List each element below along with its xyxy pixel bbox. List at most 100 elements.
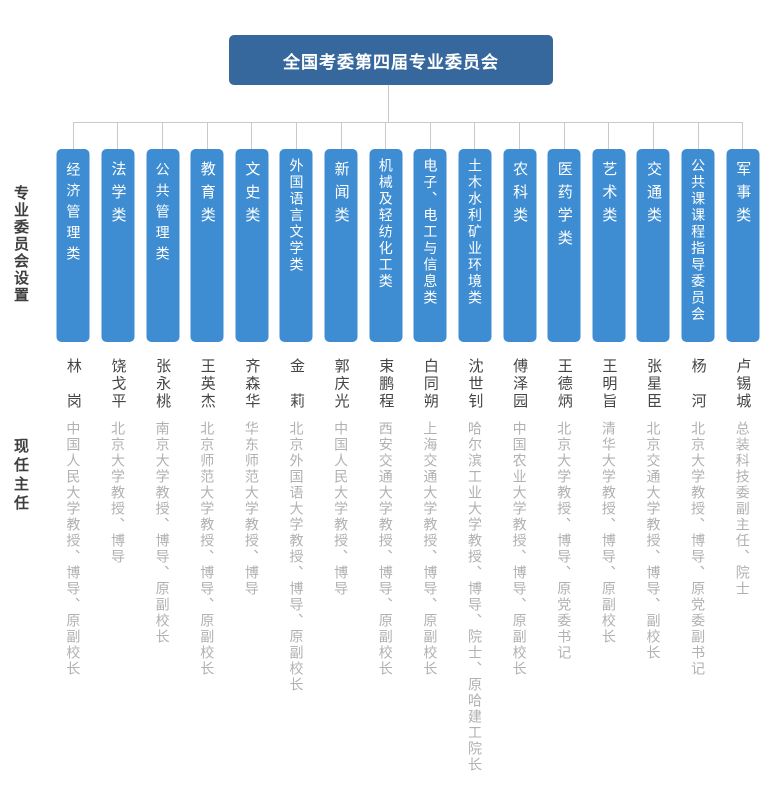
director-name: 王明旨 — [600, 358, 618, 411]
director-name: 傅泽园 — [511, 358, 529, 411]
category-box: 公共课课程指导委员会 — [681, 149, 715, 342]
connector-stub — [385, 122, 387, 149]
connector-stub — [652, 122, 654, 149]
category-box: 医药学类 — [547, 149, 581, 342]
root-connector-line — [388, 85, 389, 122]
connector-stub — [563, 122, 565, 149]
director-name: 束鹏程 — [377, 358, 395, 411]
side-label-directors: 现任主任 — [12, 438, 29, 514]
committee-column: 法学类 饶戈平 北京大学教授、博导 — [96, 0, 141, 811]
committee-column: 医药学类 王德炳 北京大学教授、博导、原党委书记 — [542, 0, 587, 811]
category-box: 文史类 — [235, 149, 269, 342]
committee-column: 电子、电工与信息类 白同朔 上海交通大学教授、博导、原副校长 — [408, 0, 453, 811]
committee-column: 交通类 张星臣 北京交通大学教授、博导、副校长 — [631, 0, 676, 811]
director-name: 王德炳 — [555, 358, 573, 411]
horizontal-connector-line — [73, 122, 743, 123]
category-box: 外国语言文学类 — [279, 149, 313, 342]
director-title: 南京大学教授、博导、原副校长 — [154, 421, 171, 645]
director-name: 林 岗 — [64, 358, 82, 411]
director-title: 华东师范大学教授、博导 — [243, 421, 260, 597]
category-box: 农科类 — [503, 149, 537, 342]
director-title: 哈尔滨工业大学教授、博导、院士、原哈建工院长 — [466, 421, 483, 773]
director-title: 北京大学教授、博导、原党委书记 — [556, 421, 573, 661]
root-title: 全国考委第四届专业委员会 — [283, 52, 499, 72]
director-name: 沈世钊 — [466, 358, 484, 411]
connector-stub — [251, 122, 253, 149]
category-label: 交通类 — [644, 161, 662, 230]
category-label: 机械及轻纺化工类 — [377, 158, 394, 290]
committee-column: 农科类 傅泽园 中国农业大学教授、博导、原副校长 — [497, 0, 542, 811]
connector-stub — [474, 122, 476, 149]
category-label: 公共管理类 — [154, 162, 171, 267]
category-label: 公共课课程指导委员会 — [690, 158, 707, 323]
director-title: 北京师范大学教授、博导、原副校长 — [199, 421, 216, 677]
category-label: 军事类 — [734, 161, 752, 230]
category-label: 外国语言文学类 — [288, 158, 305, 274]
category-label: 法学类 — [109, 161, 127, 230]
category-label: 文史类 — [243, 161, 261, 230]
committee-columns: 经济管理类 林 岗 中国人民大学教授、博导、原副校长 法学类 饶戈平 北京大学教… — [51, 0, 765, 811]
director-name: 郭庆光 — [332, 358, 350, 411]
director-name: 卢锡城 — [734, 358, 752, 411]
director-name: 杨 河 — [689, 358, 707, 411]
director-title: 中国人民大学教授、博导、原副校长 — [65, 421, 82, 677]
committee-column: 机械及轻纺化工类 束鹏程 西安交通大学教授、博导、原副校长 — [363, 0, 408, 811]
committee-column: 公共课课程指导委员会 杨 河 北京大学教授、博导、原党委副书记 — [676, 0, 721, 811]
category-label: 新闻类 — [332, 161, 350, 230]
director-name: 齐森华 — [243, 358, 261, 411]
director-title: 中国农业大学教授、博导、原副校长 — [511, 421, 528, 677]
committee-column: 新闻类 郭庆光 中国人民大学教授、博导 — [319, 0, 364, 811]
category-label: 艺术类 — [600, 161, 618, 230]
category-label: 教育类 — [198, 161, 216, 230]
committee-column: 公共管理类 张永桃 南京大学教授、博导、原副校长 — [140, 0, 185, 811]
director-name: 张星臣 — [644, 358, 662, 411]
category-label: 土木水利矿业环境类 — [466, 158, 483, 307]
category-box: 艺术类 — [592, 149, 626, 342]
committee-column: 军事类 卢锡城 总装科技委副主任、院士 — [720, 0, 765, 811]
category-box: 电子、电工与信息类 — [413, 149, 447, 342]
director-title: 中国人民大学教授、博导 — [333, 421, 350, 597]
director-name: 张永桃 — [154, 358, 172, 411]
director-title: 北京外国语大学教授、博导、原副校长 — [288, 421, 305, 693]
side-label-committees: 专业委员会设置 — [12, 185, 29, 304]
director-title: 总装科技委副主任、院士 — [734, 421, 751, 597]
director-name: 饶戈平 — [109, 358, 127, 411]
category-label: 医药学类 — [555, 161, 573, 253]
category-box: 军事类 — [726, 149, 760, 342]
connector-stub — [162, 122, 164, 149]
director-name: 金 莉 — [287, 358, 305, 411]
category-box: 新闻类 — [324, 149, 358, 342]
director-title: 上海交通大学教授、博导、原副校长 — [422, 421, 439, 677]
committee-column: 教育类 王英杰 北京师范大学教授、博导、原副校长 — [185, 0, 230, 811]
category-box: 教育类 — [190, 149, 224, 342]
connector-stub — [72, 122, 74, 149]
director-title: 北京大学教授、博导 — [109, 421, 126, 565]
director-name: 王英杰 — [198, 358, 216, 411]
committee-column: 文史类 齐森华 华东师范大学教授、博导 — [230, 0, 275, 811]
committee-column: 土木水利矿业环境类 沈世钊 哈尔滨工业大学教授、博导、院士、原哈建工院长 — [453, 0, 498, 811]
connector-stub — [206, 122, 208, 149]
committee-column: 外国语言文学类 金 莉 北京外国语大学教授、博导、原副校长 — [274, 0, 319, 811]
category-box: 法学类 — [101, 149, 135, 342]
connector-stub — [519, 122, 521, 149]
category-label: 电子、电工与信息类 — [422, 158, 439, 307]
director-title: 北京大学教授、博导、原党委副书记 — [690, 421, 707, 677]
connector-stub — [742, 122, 744, 149]
committee-column: 经济管理类 林 岗 中国人民大学教授、博导、原副校长 — [51, 0, 96, 811]
committee-column: 艺术类 王明旨 清华大学教授、博导、原副校长 — [587, 0, 632, 811]
category-box: 经济管理类 — [56, 149, 90, 342]
connector-stub — [608, 122, 610, 149]
connector-stub — [117, 122, 119, 149]
category-label: 经济管理类 — [65, 162, 82, 267]
connector-stub — [340, 122, 342, 149]
director-title: 西安交通大学教授、博导、原副校长 — [377, 421, 394, 677]
connector-stub — [429, 122, 431, 149]
director-name: 白同朔 — [421, 358, 439, 411]
category-box: 土木水利矿业环境类 — [458, 149, 492, 342]
category-label: 农科类 — [511, 161, 529, 230]
category-box: 交通类 — [636, 149, 670, 342]
category-box: 公共管理类 — [146, 149, 180, 342]
director-title: 清华大学教授、博导、原副校长 — [600, 421, 617, 645]
connector-stub — [697, 122, 699, 149]
connector-stub — [295, 122, 297, 149]
